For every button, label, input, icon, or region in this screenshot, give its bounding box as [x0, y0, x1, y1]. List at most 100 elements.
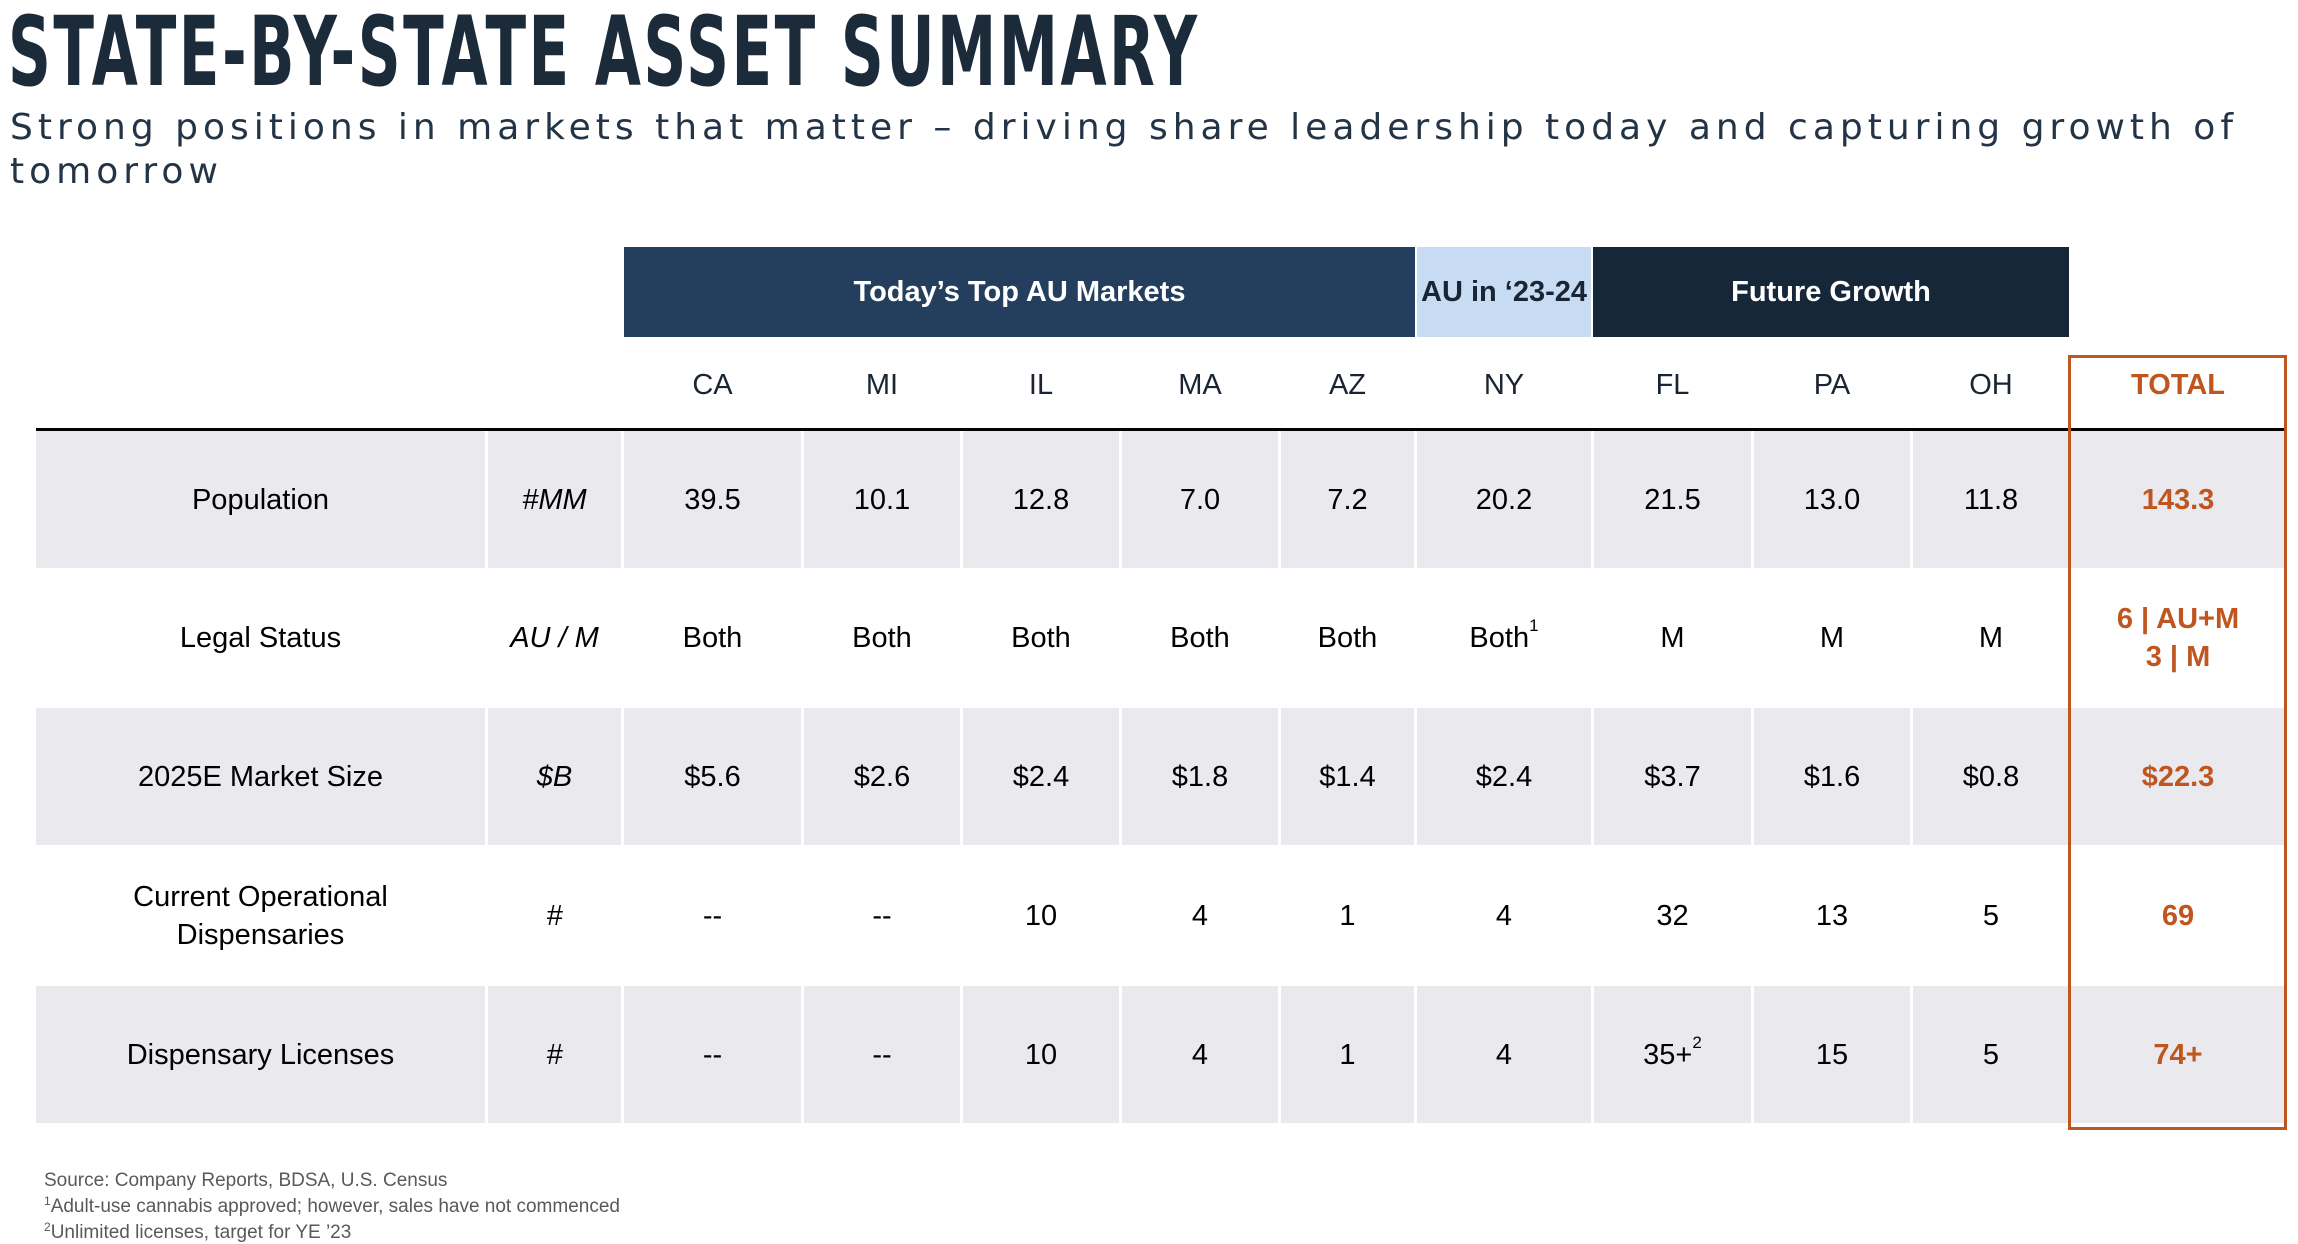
- column-header-ca: CA: [692, 368, 733, 401]
- operational-dispensaries-az: 1: [1339, 899, 1356, 932]
- legal-status-ma: Both: [1170, 621, 1230, 654]
- column-separator: [621, 431, 624, 1123]
- page-title: STATE-BY-STATE ASSET SUMMARY: [8, 0, 1200, 108]
- operational-dispensaries-mi: --: [872, 899, 892, 932]
- column-header-mi: MI: [865, 368, 899, 401]
- group-header-future-growth: Future Growth: [1593, 247, 2069, 337]
- legal-status-pa: M: [1819, 621, 1845, 654]
- row-label-dispensary-licenses: Dispensary Licenses: [126, 1038, 395, 1071]
- population-fl: 21.5: [1644, 483, 1701, 516]
- group-header-top-au-markets: Today’s Top AU Markets: [624, 247, 1415, 337]
- dispensary-licenses-fl: 35+ 2: [1594, 986, 1751, 1123]
- footnote-2-mark: 2: [44, 1220, 51, 1234]
- footnote-source: Source: Company Reports, BDSA, U.S. Cens…: [44, 1170, 448, 1191]
- column-separator: [1591, 431, 1594, 1123]
- column-separator: [1751, 431, 1754, 1123]
- row-unit-legal-status: AU / M: [510, 621, 599, 654]
- group-header-au-23-24: AU in ‘23-24: [1417, 247, 1591, 337]
- population-pa: 13.0: [1803, 483, 1861, 516]
- market-size-total: $22.3: [2141, 760, 2215, 793]
- footnote-1-mark: 1: [44, 1194, 51, 1208]
- row-label-operational-dispensaries: Current Operational Dispensaries: [36, 847, 485, 984]
- population-ca: 39.5: [684, 483, 741, 516]
- row-label-line2: Dispensaries: [176, 918, 345, 951]
- dispensary-licenses-oh: 5: [1982, 1038, 2000, 1071]
- footnote-1: 1Adult-use cannabis approved; however, s…: [44, 1194, 620, 1220]
- footnote-2: 2Unlimited licenses, target for YE ’23: [44, 1220, 620, 1244]
- dispensary-licenses-fl-value: 35+: [1643, 1038, 1693, 1071]
- market-size-ca: $5.6: [684, 760, 741, 793]
- row-label-legal-status: Legal Status: [179, 621, 342, 654]
- dispensary-licenses-total: 74+: [2153, 1038, 2203, 1071]
- column-header-oh: OH: [1969, 368, 2013, 401]
- market-size-ny: $2.4: [1475, 760, 1533, 793]
- dispensary-licenses-ma: 4: [1191, 1038, 1209, 1071]
- market-size-pa: $1.6: [1803, 760, 1861, 793]
- legal-status-total: 6 | AU+M 3 | M: [2071, 569, 2285, 706]
- dispensary-licenses-ca: --: [702, 1038, 723, 1071]
- legal-status-ca: Both: [682, 621, 743, 654]
- column-separator: [960, 431, 963, 1123]
- row-label-market-size: 2025E Market Size: [137, 760, 383, 793]
- dispensary-licenses-pa: 15: [1815, 1038, 1849, 1071]
- legal-status-total-line2: 3 | M: [2145, 640, 2211, 673]
- operational-dispensaries-total: 69: [2161, 899, 2195, 932]
- column-header-ma: MA: [1178, 368, 1222, 401]
- legal-status-oh: M: [1978, 621, 2004, 654]
- row-label-population: Population: [191, 483, 330, 516]
- column-header-az: AZ: [1328, 368, 1367, 401]
- market-size-fl: $3.7: [1644, 760, 1701, 793]
- column-header-fl: FL: [1655, 368, 1690, 401]
- market-size-az: $1.4: [1319, 760, 1376, 793]
- page-subtitle: Strong positions in markets that matter …: [10, 107, 2238, 192]
- footnote-1-text: Adult-use cannabis approved; however, sa…: [50, 1196, 620, 1217]
- population-mi: 10.1: [853, 483, 911, 516]
- column-header-ny: NY: [1483, 368, 1525, 401]
- column-separator: [1278, 431, 1281, 1123]
- legal-status-az: Both: [1317, 621, 1378, 654]
- dispensary-licenses-ny: 4: [1495, 1038, 1513, 1071]
- dispensary-licenses-mi: --: [872, 1038, 892, 1071]
- row-unit-operational-dispensaries: #: [546, 899, 563, 932]
- dispensary-licenses-az: 1: [1339, 1038, 1356, 1071]
- population-total: 143.3: [2141, 483, 2215, 516]
- column-separator: [1119, 431, 1122, 1123]
- row-unit-market-size: $B: [536, 760, 573, 793]
- column-separator: [1414, 431, 1417, 1123]
- legal-status-total-line1: 6 | AU+M: [2116, 602, 2240, 635]
- row-unit-population: #MM: [522, 483, 587, 516]
- column-header-pa: PA: [1813, 368, 1851, 401]
- market-size-oh: $0.8: [1962, 760, 2020, 793]
- market-size-ma: $1.8: [1171, 760, 1229, 793]
- operational-dispensaries-ca: --: [702, 899, 723, 932]
- column-header-total: TOTAL: [2131, 368, 2225, 401]
- legal-status-mi: Both: [852, 621, 912, 654]
- row-label-line1: Current Operational: [133, 880, 388, 913]
- footnotes: Source: Company Reports, BDSA, U.S. Cens…: [44, 1168, 620, 1244]
- population-oh: 11.8: [1963, 483, 2019, 516]
- column-header-il: IL: [1028, 368, 1054, 401]
- operational-dispensaries-fl: 32: [1656, 899, 1689, 932]
- legal-status-fl: M: [1660, 621, 1685, 654]
- legal-status-ny: Both 1: [1417, 569, 1591, 706]
- population-ma: 7.0: [1179, 483, 1221, 516]
- market-size-il: $2.4: [1012, 760, 1070, 793]
- operational-dispensaries-ny: 4: [1495, 899, 1513, 932]
- operational-dispensaries-oh: 5: [1982, 899, 2000, 932]
- operational-dispensaries-pa: 13: [1815, 899, 1849, 932]
- dispensary-licenses-il: 10: [1024, 1038, 1058, 1071]
- footnote-2-text: Unlimited licenses, target for YE ’23: [50, 1222, 352, 1243]
- column-separator: [801, 431, 804, 1123]
- population-il: 12.8: [1012, 483, 1070, 516]
- legal-status-il: Both: [1011, 621, 1071, 654]
- operational-dispensaries-il: 10: [1024, 899, 1058, 932]
- total-column-highlight: [2068, 355, 2287, 1130]
- legal-status-ny-value: Both: [1469, 621, 1530, 654]
- market-size-mi: $2.6: [853, 760, 911, 793]
- population-ny: 20.2: [1475, 483, 1533, 516]
- header-divider: [36, 428, 2285, 431]
- row-unit-dispensary-licenses: #: [546, 1038, 563, 1071]
- operational-dispensaries-ma: 4: [1191, 899, 1209, 932]
- column-separator: [1910, 431, 1913, 1123]
- population-az: 7.2: [1327, 483, 1368, 516]
